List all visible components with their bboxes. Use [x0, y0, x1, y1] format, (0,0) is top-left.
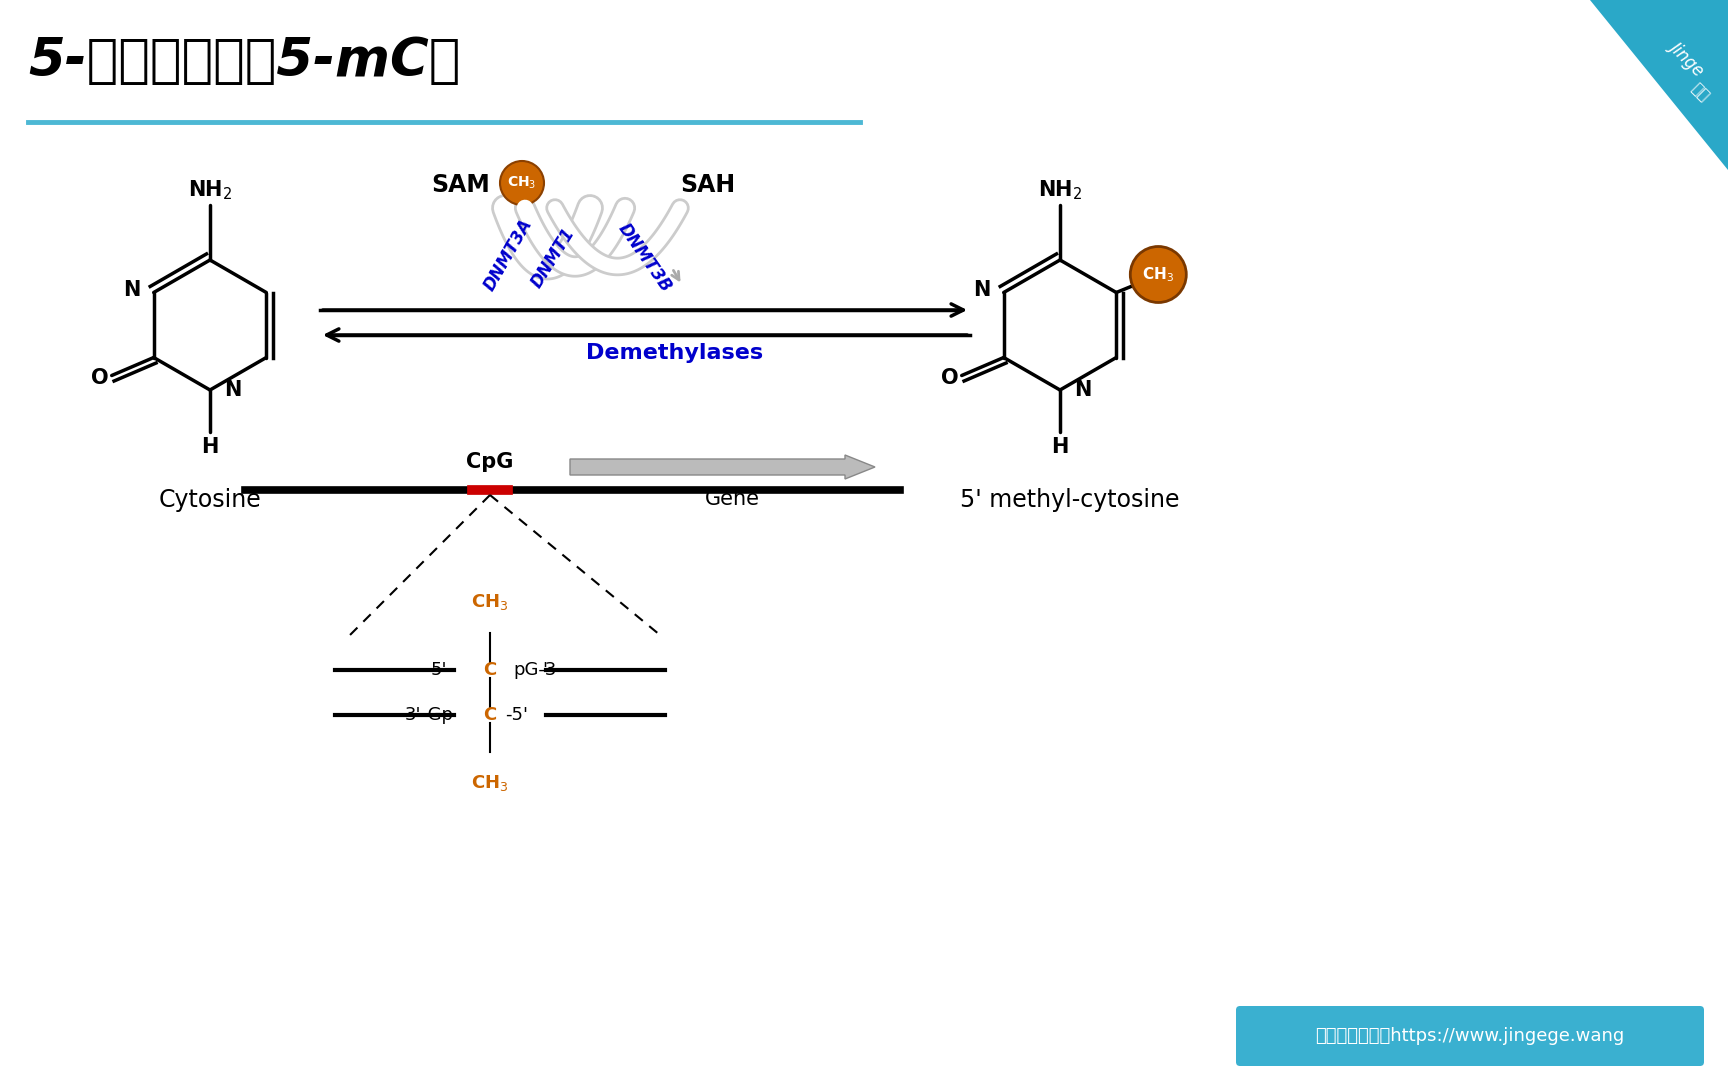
Text: 进哥个人网站：https://www.jingege.wang: 进哥个人网站：https://www.jingege.wang [1315, 1027, 1624, 1045]
FancyArrow shape [570, 455, 874, 480]
Text: -5': -5' [505, 706, 529, 724]
Text: CH$_3$: CH$_3$ [472, 592, 508, 612]
Text: 课堂: 课堂 [1688, 80, 1712, 104]
Text: CH$_3$: CH$_3$ [508, 175, 537, 191]
Text: O: O [940, 367, 959, 388]
Text: ': ' [543, 661, 548, 679]
Text: C: C [484, 706, 496, 724]
Text: DNMT3A: DNMT3A [480, 216, 536, 294]
Text: Jinge: Jinge [1668, 37, 1709, 79]
Text: N: N [1075, 380, 1092, 400]
Text: 5' methyl-cytosine: 5' methyl-cytosine [961, 488, 1180, 512]
Text: N: N [123, 281, 140, 300]
Text: H: H [202, 437, 219, 457]
Text: O: O [92, 367, 109, 388]
Text: SAM: SAM [432, 173, 491, 197]
Text: N: N [973, 281, 990, 300]
Text: Cytosine: Cytosine [159, 488, 261, 512]
Text: pG-3: pG-3 [513, 661, 556, 679]
Polygon shape [1590, 0, 1728, 170]
Text: CH$_3$: CH$_3$ [472, 773, 508, 793]
Text: 5'-: 5'- [430, 661, 454, 679]
Text: SAH: SAH [681, 173, 734, 197]
FancyBboxPatch shape [1236, 1005, 1704, 1066]
Text: DNMT1: DNMT1 [527, 225, 579, 292]
Text: 3'-Gp: 3'-Gp [404, 706, 454, 724]
Text: Demethylases: Demethylases [586, 343, 764, 363]
Text: CpG: CpG [467, 453, 513, 472]
Text: 5-甲基胞嘧啶（5-mC）: 5-甲基胞嘧啶（5-mC） [28, 35, 460, 87]
Text: N: N [225, 380, 242, 400]
Circle shape [499, 161, 544, 205]
Text: Gene: Gene [705, 489, 760, 509]
Text: NH$_2$: NH$_2$ [1039, 178, 1082, 202]
Text: CH$_3$: CH$_3$ [1142, 266, 1175, 284]
Text: C: C [484, 661, 496, 679]
Circle shape [1130, 246, 1187, 302]
Text: H: H [1051, 437, 1068, 457]
Text: DNMT3B: DNMT3B [615, 220, 676, 296]
Text: NH$_2$: NH$_2$ [188, 178, 232, 202]
